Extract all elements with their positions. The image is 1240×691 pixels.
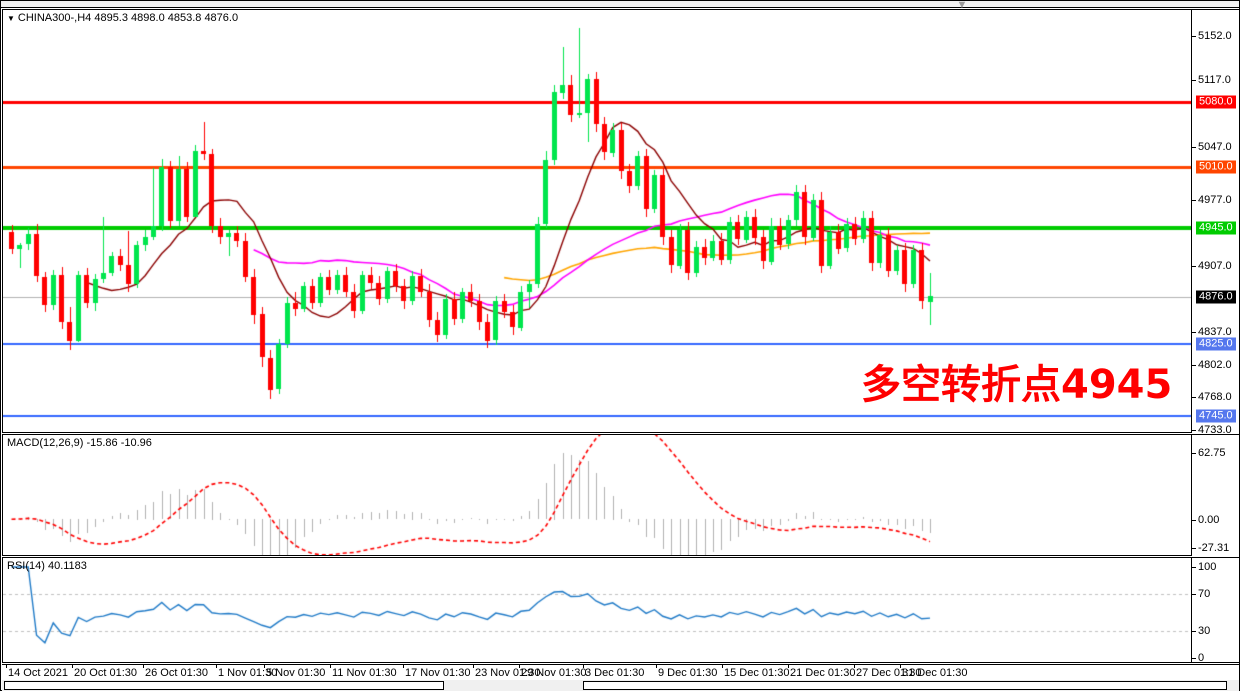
macd-plot[interactable]	[3, 435, 1191, 555]
axis-tick	[1192, 567, 1196, 568]
price-level-tag-4825-0[interactable]: 4825.0	[1196, 337, 1236, 351]
axis-tick	[1192, 266, 1196, 267]
time-axis-tick	[6, 665, 7, 668]
axis-tick	[1192, 147, 1196, 148]
time-axis-label: 21 Dec 01:30	[790, 667, 856, 679]
time-axis-tick	[143, 665, 144, 668]
axis-tick-label: 62.75	[1198, 447, 1226, 459]
axis-tick	[1192, 397, 1196, 398]
time-axis-tick	[519, 665, 520, 668]
axis-tick-label: 4768.0	[1198, 391, 1232, 403]
axis-tick	[1192, 200, 1196, 201]
scrollbar-thumb-secondary[interactable]	[583, 681, 1227, 690]
window-top-strip	[1, 1, 1239, 8]
horizontal-scrollbar[interactable]	[2, 680, 1239, 691]
chart-annotation-text: 多空转折点4945	[861, 362, 1173, 408]
time-axis-label: 14 Oct 2021	[8, 667, 68, 679]
axis-tick-label: 4907.0	[1198, 260, 1232, 272]
time-axis-label: 9 Dec 01:30	[658, 667, 718, 679]
time-axis-label: 31 Dec 01:30	[902, 667, 968, 679]
time-axis-label: 29 Nov 01:30	[521, 667, 587, 679]
time-axis-label: 23 Nov 01:30	[475, 667, 541, 679]
time-axis-tick	[72, 665, 73, 668]
time-axis-tick	[264, 665, 265, 668]
axis-tick	[1192, 453, 1196, 454]
axis-tick-label: 5152.0	[1198, 30, 1232, 42]
axis-tick	[1192, 631, 1196, 632]
time-axis-label: 20 Oct 01:30	[74, 667, 137, 679]
axis-tick	[1192, 36, 1196, 37]
time-axis-tick	[583, 665, 584, 668]
rsi-pane-label: RSI(14) 40.1183	[7, 560, 87, 572]
time-axis-tick	[656, 665, 657, 668]
axis-tick-label: -27.31	[1198, 542, 1230, 554]
time-axis-label: 17 Nov 01:30	[405, 667, 471, 679]
scale-separator	[1192, 664, 1239, 665]
time-axis-tick	[473, 665, 474, 668]
price-level-tag-5080-0[interactable]: 5080.0	[1196, 95, 1236, 109]
price-level-tag-4745-0[interactable]: 4745.0	[1196, 409, 1236, 423]
time-axis-tick	[330, 665, 331, 668]
axis-tick-label: 4733.0	[1198, 424, 1232, 436]
axis-tick-label: 5047.0	[1198, 141, 1232, 153]
axis-tick-label: 100	[1198, 561, 1217, 573]
time-axis-label: 5 Nov 01:30	[266, 667, 326, 679]
price-level-tag-5010-0[interactable]: 5010.0	[1196, 160, 1236, 174]
axis-tick	[1192, 548, 1196, 549]
time-axis-label: 3 Dec 01:30	[585, 667, 645, 679]
time-axis-tick	[854, 665, 855, 668]
price-level-tag-4945-0[interactable]: 4945.0	[1196, 221, 1236, 235]
price-pane-label-text: CHINA300-,H4 4895.3 4898.0 4853.8 4876.0	[17, 12, 239, 24]
price-chart-pane[interactable]: ▼ CHINA300-,H4 4895.3 4898.0 4853.8 4876.…	[2, 9, 1192, 433]
chevron-down-icon[interactable]: ▼	[956, 0, 968, 11]
scrollbar-thumb[interactable]	[4, 681, 444, 690]
scale-separator	[1192, 434, 1239, 435]
time-axis-tick	[403, 665, 404, 668]
time-axis-label: 27 Dec 01:30	[856, 667, 922, 679]
time-axis-label: 1 Nov 01:30	[218, 667, 278, 679]
price-scale-axis[interactable]: 5152.0 5117.0 5047.0 4977.0 4907.0 4837.0 4802…	[1192, 9, 1240, 665]
axis-tick-label: 4837.0	[1198, 326, 1232, 338]
axis-tick-label: 70	[1198, 588, 1211, 600]
time-axis[interactable]: 14 Oct 2021 20 Oct 01:30 26 Oct 01:30 1 Nov…	[2, 664, 1192, 679]
time-axis-tick	[722, 665, 723, 668]
axis-tick	[1192, 430, 1196, 431]
time-axis-tick	[900, 665, 901, 668]
axis-tick	[1192, 520, 1196, 521]
axis-tick-label: 0	[1198, 652, 1205, 664]
axis-tick	[1192, 594, 1196, 595]
time-axis-tick	[788, 665, 789, 668]
axis-tick-label: 0.00	[1198, 514, 1220, 526]
macd-pane-label: MACD(12,26,9) -15.86 -10.96	[7, 437, 152, 449]
time-axis-label: 15 Dec 01:30	[724, 667, 790, 679]
axis-tick	[1192, 80, 1196, 81]
axis-tick	[1192, 365, 1196, 366]
price-pane-label: ▼ CHINA300-,H4 4895.3 4898.0 4853.8 4876.…	[7, 12, 238, 24]
price-candlestick-plot[interactable]	[3, 10, 1191, 432]
triangle-down-icon[interactable]: ▼	[7, 13, 15, 23]
axis-tick	[1192, 658, 1196, 659]
time-axis-label: 11 Nov 01:30	[332, 667, 397, 679]
axis-tick-label: 4977.0	[1198, 194, 1232, 206]
axis-tick	[1192, 332, 1196, 333]
axis-tick-label: 30	[1198, 625, 1211, 637]
rsi-plot[interactable]	[3, 558, 1191, 662]
time-axis-tick	[216, 665, 217, 668]
scale-separator	[1192, 557, 1239, 558]
macd-pane[interactable]: MACD(12,26,9) -15.86 -10.96	[2, 434, 1192, 556]
rsi-pane[interactable]: RSI(14) 40.1183	[2, 557, 1192, 663]
axis-tick-label: 5117.0	[1198, 74, 1231, 86]
price-level-tag-4876-0[interactable]: 4876.0	[1196, 290, 1236, 304]
time-axis-label: 26 Oct 01:30	[145, 667, 208, 679]
axis-tick-label: 4802.0	[1198, 359, 1232, 371]
